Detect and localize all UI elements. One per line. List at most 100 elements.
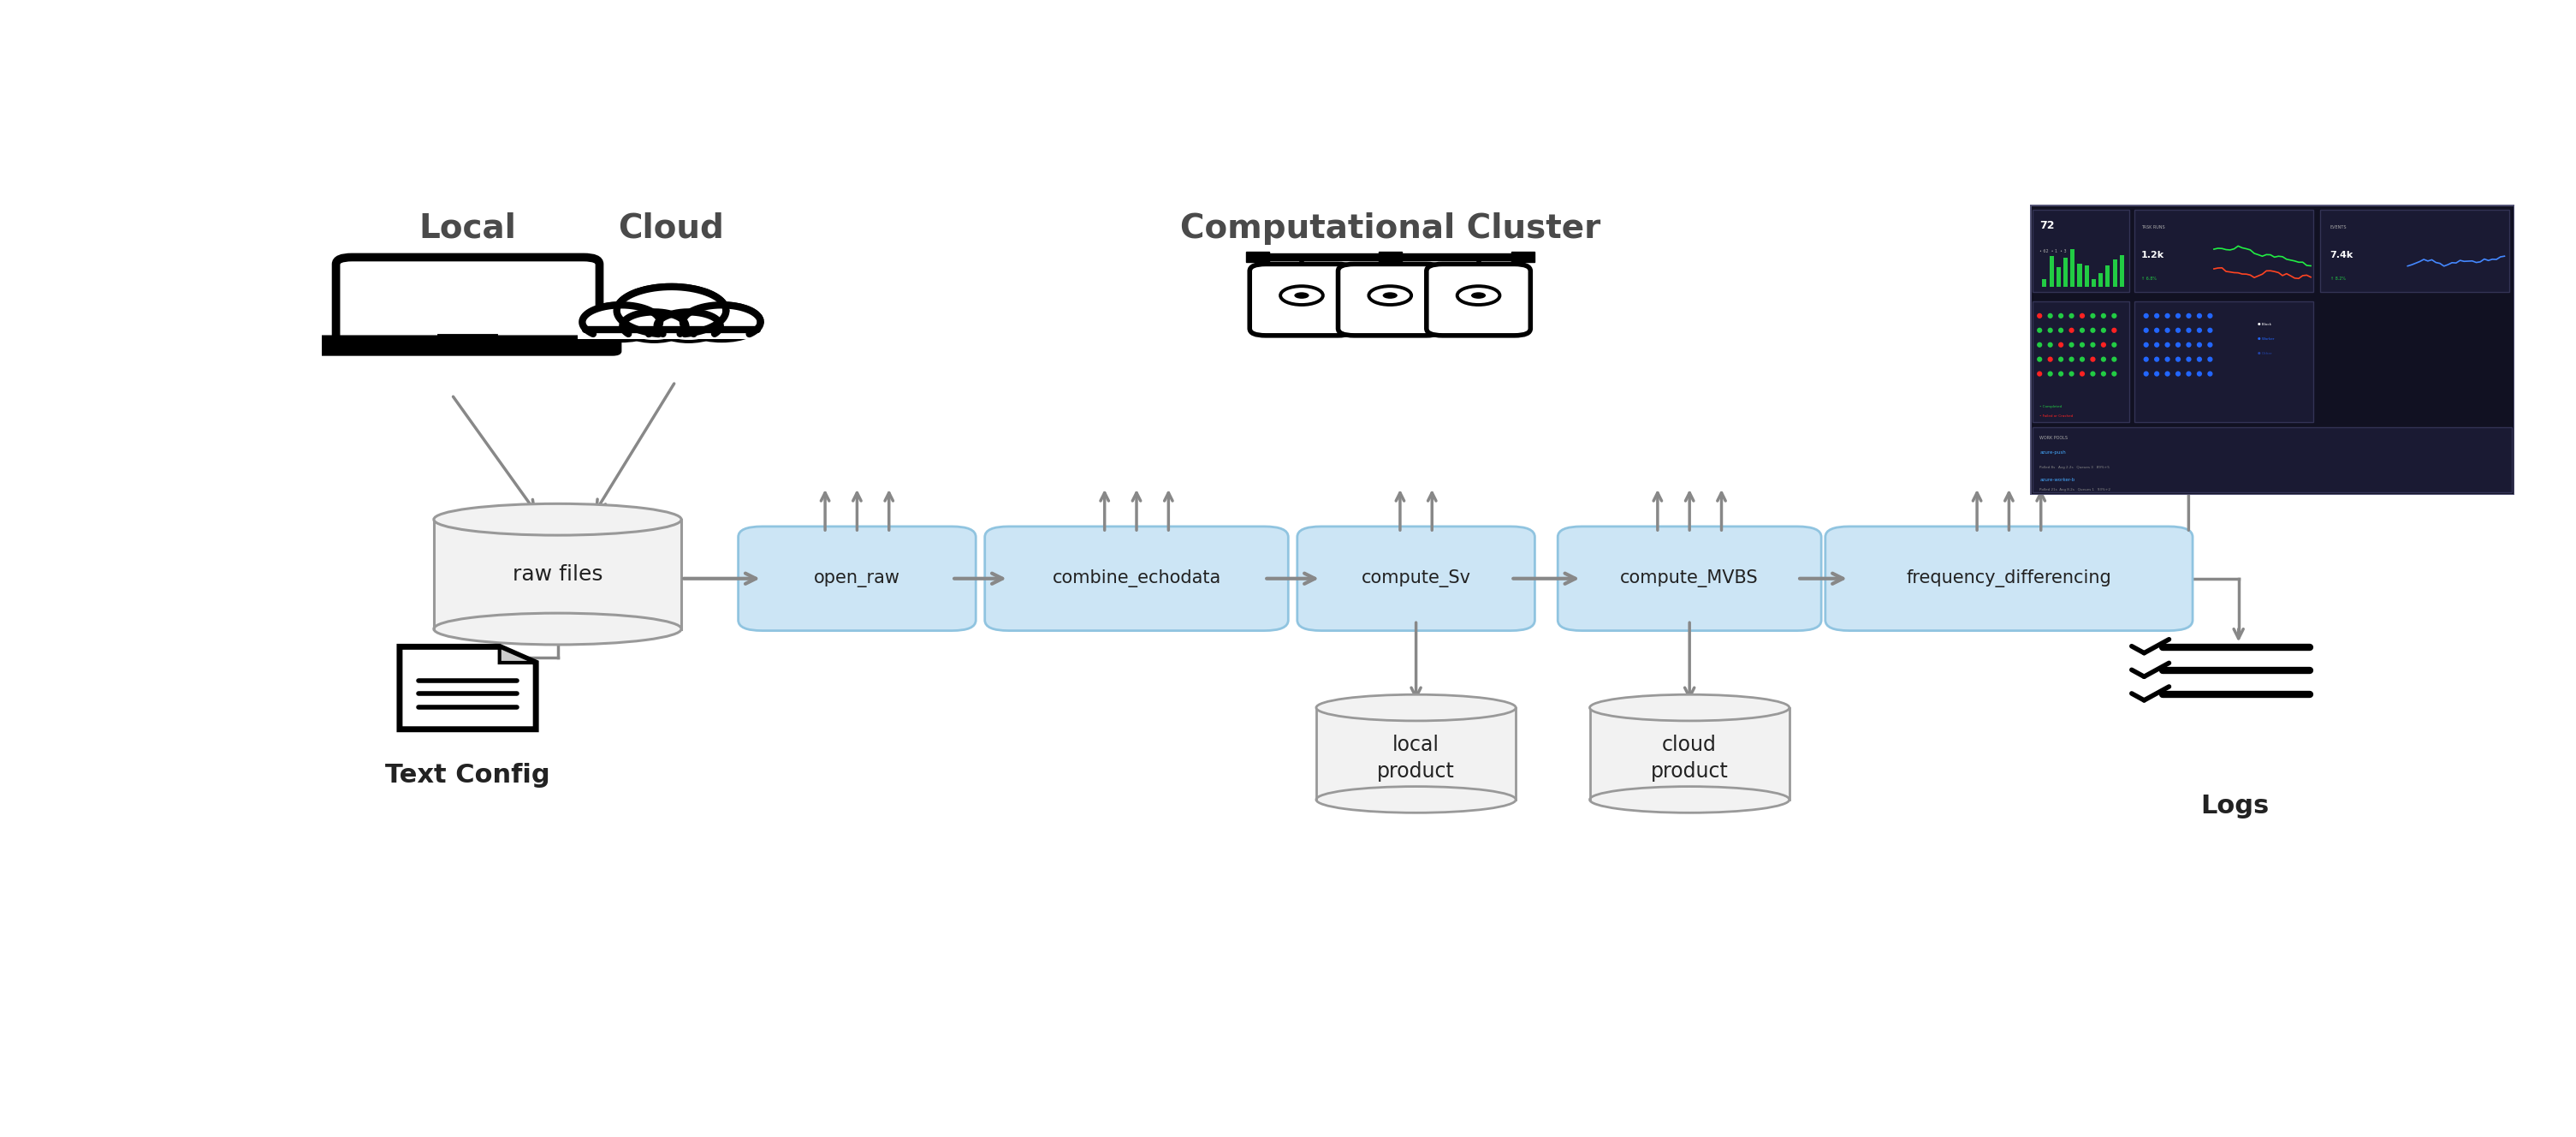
Text: 72: 72 [2040, 221, 2056, 232]
Bar [2112, 259, 2117, 287]
Circle shape [683, 305, 760, 339]
Text: raw files: raw files [513, 564, 603, 584]
Circle shape [2197, 371, 2202, 376]
Text: • 62  • 1  • 3: • 62 • 1 • 3 [2040, 249, 2066, 254]
Ellipse shape [1589, 787, 1790, 813]
Text: Computational Cluster: Computational Cluster [1180, 213, 1600, 244]
Circle shape [2038, 342, 2043, 348]
Text: Dashboard: Dashboard [2087, 213, 2290, 244]
FancyBboxPatch shape [1427, 264, 1530, 335]
Circle shape [2197, 357, 2202, 362]
FancyBboxPatch shape [1337, 264, 1443, 335]
Circle shape [683, 305, 760, 339]
Circle shape [2197, 313, 2202, 318]
FancyBboxPatch shape [577, 321, 765, 339]
Circle shape [2154, 313, 2159, 318]
Circle shape [2187, 342, 2192, 348]
Bar [2099, 273, 2102, 287]
Ellipse shape [433, 504, 680, 536]
Circle shape [2208, 313, 2213, 318]
Text: • Failed or Crashed: • Failed or Crashed [2040, 415, 2074, 418]
Circle shape [2143, 342, 2148, 348]
Polygon shape [399, 647, 536, 729]
Bar [2084, 265, 2089, 287]
Circle shape [2102, 327, 2107, 333]
FancyBboxPatch shape [2032, 209, 2130, 291]
FancyBboxPatch shape [1558, 526, 1821, 631]
Circle shape [2069, 327, 2074, 333]
Circle shape [2038, 313, 2043, 318]
Text: compute_Sv: compute_Sv [1360, 570, 1471, 588]
Circle shape [2079, 327, 2084, 333]
FancyBboxPatch shape [1378, 251, 1401, 262]
Circle shape [2079, 357, 2084, 362]
Circle shape [2208, 357, 2213, 362]
Text: open_raw: open_raw [814, 570, 899, 587]
Circle shape [683, 305, 760, 339]
Text: local
product: local product [1378, 735, 1455, 782]
Circle shape [2112, 371, 2117, 376]
Circle shape [2048, 342, 2053, 348]
Circle shape [616, 287, 726, 334]
Bar [2076, 264, 2081, 287]
Circle shape [2154, 342, 2159, 348]
Circle shape [2089, 313, 2094, 318]
Circle shape [2048, 371, 2053, 376]
Circle shape [2112, 342, 2117, 348]
Circle shape [2174, 357, 2182, 362]
FancyBboxPatch shape [2032, 426, 2512, 492]
FancyBboxPatch shape [2030, 205, 2514, 495]
Circle shape [2143, 357, 2148, 362]
Circle shape [2069, 342, 2074, 348]
Circle shape [1368, 287, 1412, 305]
Circle shape [1471, 292, 1486, 299]
Circle shape [582, 305, 659, 339]
Circle shape [2164, 327, 2169, 333]
Polygon shape [433, 520, 680, 629]
Circle shape [2058, 371, 2063, 376]
Circle shape [2174, 313, 2182, 318]
Circle shape [2197, 327, 2202, 333]
Circle shape [1280, 287, 1324, 305]
FancyBboxPatch shape [314, 337, 621, 355]
Text: Cloud: Cloud [618, 213, 724, 244]
Bar [2071, 249, 2074, 287]
Circle shape [2089, 357, 2094, 362]
Circle shape [2048, 357, 2053, 362]
Circle shape [2038, 371, 2043, 376]
FancyBboxPatch shape [1512, 251, 1535, 262]
Circle shape [2089, 371, 2094, 376]
FancyBboxPatch shape [1247, 251, 1270, 262]
Circle shape [2187, 371, 2192, 376]
Text: ● Other: ● Other [2257, 351, 2272, 356]
Bar [2056, 267, 2061, 287]
Text: frequency_differencing: frequency_differencing [1906, 570, 2112, 588]
FancyBboxPatch shape [1826, 526, 2192, 631]
Circle shape [2164, 357, 2169, 362]
Circle shape [2069, 313, 2074, 318]
Circle shape [2164, 342, 2169, 348]
Text: 1.2k: 1.2k [2141, 251, 2164, 259]
Circle shape [616, 287, 726, 334]
Text: 7.4k: 7.4k [2331, 251, 2354, 259]
Circle shape [2079, 313, 2084, 318]
Circle shape [2164, 313, 2169, 318]
Polygon shape [1257, 254, 1522, 260]
Circle shape [2102, 357, 2107, 362]
Circle shape [623, 312, 685, 340]
Circle shape [2174, 371, 2182, 376]
Circle shape [2197, 342, 2202, 348]
Text: cloud
product: cloud product [1651, 735, 1728, 782]
Bar [2063, 257, 2069, 287]
Circle shape [2174, 327, 2182, 333]
Text: ● Worker: ● Worker [2257, 338, 2275, 341]
Text: ↑ 8.2%: ↑ 8.2% [2331, 276, 2347, 281]
Circle shape [2102, 342, 2107, 348]
Circle shape [657, 312, 721, 340]
Circle shape [2208, 371, 2213, 376]
Polygon shape [1589, 707, 1790, 799]
Text: compute_MVBS: compute_MVBS [1620, 570, 1759, 588]
FancyBboxPatch shape [1249, 264, 1352, 335]
Ellipse shape [1316, 695, 1515, 721]
FancyBboxPatch shape [2321, 209, 2509, 291]
